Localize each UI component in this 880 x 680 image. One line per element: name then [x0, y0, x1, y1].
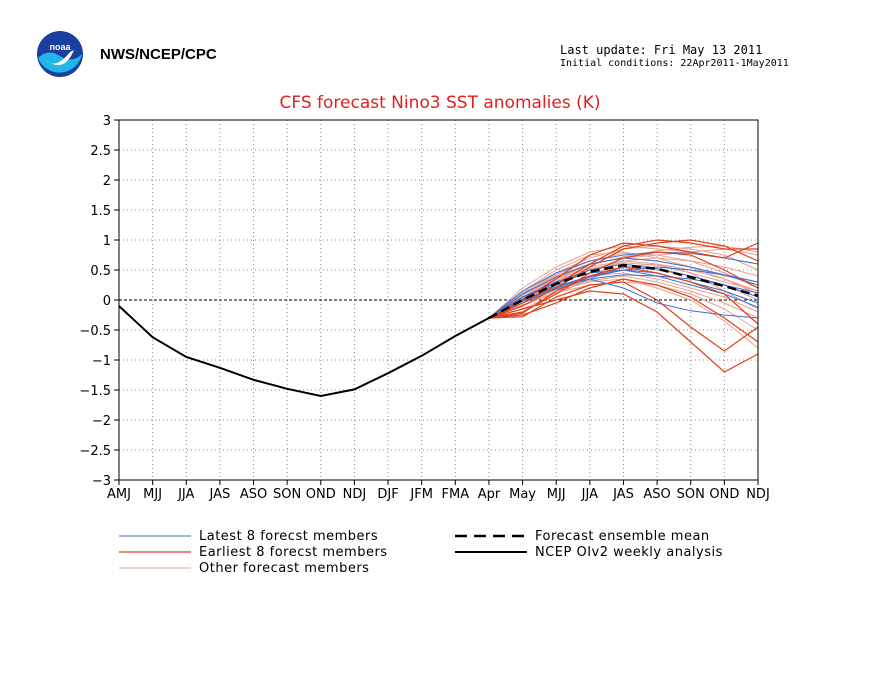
y-tick-label: 1.5 — [90, 204, 111, 219]
x-tick-label: OND — [306, 487, 336, 502]
x-tick-label: ASO — [643, 487, 670, 502]
x-tick-label: JAS — [612, 487, 634, 502]
x-tick-label: MJJ — [547, 487, 566, 502]
x-tick-label: NDJ — [746, 487, 770, 502]
legend-label-earliest: Earliest 8 forecst members — [199, 545, 388, 560]
y-tick-label: −0.5 — [79, 324, 111, 339]
legend-label-latest: Latest 8 forecst members — [199, 529, 378, 544]
y-tick-label: 1 — [103, 234, 111, 249]
x-tick-label: FMA — [442, 487, 470, 502]
update-info: Last update: Fri May 13 2011 Initial con… — [560, 44, 789, 70]
ensemble-mean-line — [488, 263, 759, 320]
x-tick-label: JJA — [177, 487, 194, 502]
forecast-members — [488, 239, 759, 373]
y-tick-label: −2.5 — [79, 444, 111, 459]
other-member-line — [488, 252, 759, 319]
org-label: NWS/NCEP/CPC — [100, 46, 217, 63]
x-tick-label: JFM — [409, 487, 433, 502]
y-tick-label: 0 — [103, 294, 111, 309]
analysis-line — [118, 305, 490, 398]
x-tick-label: AMJ — [107, 487, 131, 502]
earliest-member-line — [488, 266, 759, 325]
earliest-member-line — [488, 239, 758, 319]
noaa-logo: noaa — [37, 31, 83, 77]
y-tick-label: −1.5 — [79, 384, 111, 399]
x-tick-label: SON — [677, 487, 705, 502]
x-tick-label: Apr — [478, 487, 501, 502]
y-axis-ticks: −3 −2.5 −2 −1.5 −1 −0.5 0 0.5 1 1.5 2 2.5 3 — [79, 114, 119, 489]
y-tick-label: 2.5 — [90, 144, 111, 159]
y-tick-label: −2 — [92, 414, 111, 429]
earliest-member-line — [488, 242, 759, 319]
legend-label-analysis: NCEP OIv2 weekly analysis — [535, 545, 723, 560]
legend-label-other: Other forecast members — [199, 561, 369, 576]
x-axis-ticks: AMJ MJJ JJA JAS ASO SON OND NDJ DJF JFM FMA Apr May M… — [107, 480, 770, 502]
svg-text:noaa: noaa — [49, 42, 71, 52]
last-update: Last update: Fri May 13 2011 — [560, 43, 763, 57]
x-tick-label: ASO — [240, 487, 267, 502]
x-tick-label: OND — [709, 487, 739, 502]
x-tick-label: May — [509, 487, 536, 502]
x-tick-label: NDJ — [343, 487, 367, 502]
y-tick-label: −3 — [92, 474, 111, 489]
x-tick-label: MJJ — [143, 487, 162, 502]
legend-label-mean: Forecast ensemble mean — [535, 529, 710, 544]
x-tick-label: JAS — [209, 487, 231, 502]
x-tick-label: SON — [273, 487, 301, 502]
other-member-line — [488, 262, 759, 319]
initial-conditions: Initial conditions: 22Apr2011-1May2011 — [560, 58, 789, 69]
y-tick-label: −1 — [92, 354, 111, 369]
earliest-member-line — [488, 278, 759, 343]
latest-member-line — [488, 274, 759, 319]
plot-frame — [118, 119, 759, 481]
x-tick-label: JJA — [581, 487, 598, 502]
x-tick-label: DJF — [377, 487, 398, 502]
earliest-member-line — [488, 239, 759, 319]
chart-title: CFS forecast Nino3 SST anomalies (K) — [279, 93, 600, 113]
y-tick-label: 3 — [103, 114, 111, 129]
y-tick-label: 2 — [103, 174, 111, 189]
grid — [119, 120, 758, 480]
y-tick-label: 0.5 — [90, 264, 111, 279]
earliest-member-line — [488, 281, 759, 352]
main-lines — [118, 263, 759, 398]
